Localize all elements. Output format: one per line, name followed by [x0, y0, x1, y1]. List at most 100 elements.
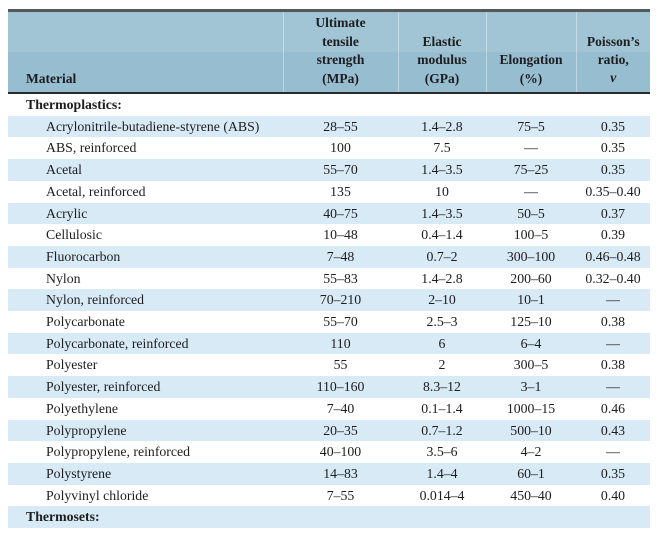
table-row: Nylon, reinforced 70–210 2–10 10–1 —: [8, 289, 650, 312]
material-cell: Thermosets:: [26, 509, 100, 525]
elong-cell: 6–4: [520, 335, 542, 351]
uts-cell: 55: [333, 357, 348, 373]
material-cell: Polypropylene, reinforced: [46, 444, 191, 460]
uts-cell: 10–48: [323, 227, 358, 243]
elong-cell: 3–1: [520, 379, 542, 395]
material-cell: Polycarbonate: [46, 314, 125, 330]
material-cell: Acetal: [46, 162, 83, 178]
material-cell: Nylon, reinforced: [46, 292, 145, 308]
elong-cell: 100–5: [513, 227, 549, 243]
elong-cell: 1000–15: [506, 400, 556, 416]
uts-cell: 70–210: [319, 292, 362, 308]
uts-cell: 55–83: [323, 270, 358, 286]
header-line: Poisson’s: [586, 33, 640, 49]
header-line: modulus: [417, 52, 467, 67]
material-cell: Polycarbonate, reinforced: [46, 335, 189, 351]
table-row: Polycarbonate, reinforced 110 6 6–4 —: [8, 332, 650, 355]
elong-cell: 10–1: [517, 292, 545, 308]
poisson-cell: 0.35: [600, 140, 626, 156]
uts-cell: 110–160: [316, 379, 365, 395]
poisson-cell: —: [606, 292, 620, 308]
nu-symbol: ν: [610, 70, 617, 86]
poisson-cell: 0.32–0.40: [585, 270, 641, 286]
elong-cell: —: [524, 183, 538, 199]
uts-cell: 7–48: [326, 248, 355, 264]
em-cell: 0.1–1.4: [421, 400, 463, 416]
uts-cell: 55–70: [323, 162, 358, 178]
material-cell: Acrylonitrile-butadiene-styrene (ABS): [46, 118, 260, 134]
table-row: Polypropylene 20–35 0.7–1.2 500–10 0.43: [8, 419, 650, 442]
poisson-cell: 0.38: [600, 314, 626, 330]
em-cell: 1.4–3.5: [421, 162, 463, 178]
elong-cell: 300–100: [506, 248, 556, 264]
material-cell: Polyester, reinforced: [46, 379, 161, 395]
header-line: (%): [519, 70, 543, 86]
header-line: Ultimate: [315, 15, 366, 30]
poisson-cell: 0.40: [600, 487, 626, 503]
poisson-cell: 0.37: [600, 205, 626, 221]
material-cell: ABS, reinforced: [46, 140, 137, 156]
poisson-cell: 0.46: [600, 400, 626, 416]
header-line: Elastic: [422, 33, 462, 49]
elong-cell: 450–40: [510, 487, 552, 503]
poisson-cell: —: [606, 444, 620, 460]
material-cell: Fluorocarbon: [46, 248, 121, 264]
em-cell: 2.5–3: [426, 314, 458, 330]
elong-cell: 50–5: [517, 205, 545, 221]
table-row: Thermosets:: [8, 506, 650, 529]
em-cell: 0.7–2: [426, 248, 458, 264]
poisson-cell: 0.35: [600, 162, 626, 178]
header-line: tensile: [322, 33, 359, 49]
uts-cell: 100: [330, 140, 351, 156]
col-header-ultimate-tensile-strength: Ultimate tensile strength (MPa): [282, 10, 398, 94]
table-row: Acrylonitrile-butadiene-styrene (ABS) 28…: [8, 115, 650, 138]
poisson-cell: —: [606, 379, 620, 395]
table-row: Fluorocarbon 7–48 0.7–2 300–100 0.46–0.4…: [8, 245, 650, 268]
elong-cell: [486, 93, 576, 116]
header-line: ratio,: [597, 52, 629, 67]
poisson-cell: 0.38: [600, 357, 626, 373]
elong-cell: 4–2: [520, 444, 542, 460]
header-line: strength: [316, 52, 365, 67]
col-header-elastic-modulus: Elastic modulus (GPa): [397, 10, 486, 94]
em-cell: 2–10: [428, 292, 456, 308]
elong-cell: 200–60: [510, 270, 552, 286]
table-header: Material Ultimate tensile strength (MPa)…: [8, 10, 650, 94]
table-row: Polyvinyl chloride 7–55 0.014–4 450–40 0…: [8, 485, 650, 507]
em-cell: [398, 93, 486, 116]
em-cell: 0.4–1.4: [421, 227, 463, 243]
table-body: Thermoplastics: Acrylonitrile-butadiene-…: [8, 93, 650, 529]
uts-cell: [283, 93, 398, 116]
material-cell: Polyethylene: [46, 400, 119, 416]
table-row: Polypropylene, reinforced 40–100 3.5–6 4…: [8, 441, 650, 463]
em-cell: 1.4–2.8: [421, 270, 463, 286]
table-row: Polystyrene 14–83 1.4–4 60–1 0.35: [8, 462, 650, 485]
elong-cell: [486, 506, 576, 528]
em-cell: 6: [438, 335, 446, 351]
em-cell: 8.3–12: [423, 379, 461, 395]
poisson-cell: 0.39: [600, 227, 626, 243]
uts-cell: 20–35: [323, 422, 358, 438]
material-cell: Polystyrene: [46, 465, 112, 481]
elong-cell: —: [524, 140, 538, 156]
poisson-cell: 0.46–0.48: [585, 248, 641, 264]
table-row: Nylon 55–83 1.4–2.8 200–60 0.32–0.40: [8, 268, 650, 290]
material-properties-table: Material Ultimate tensile strength (MPa)…: [8, 9, 650, 529]
elong-cell: 75–25: [513, 162, 549, 178]
poisson-cell: 0.43: [600, 422, 626, 438]
em-cell: 10: [435, 183, 449, 199]
em-cell: 2: [438, 357, 446, 373]
header-line: (GPa): [424, 70, 460, 86]
elong-cell: 75–5: [517, 118, 545, 134]
material-cell: Acrylic: [46, 205, 88, 221]
col-header-material: Material: [8, 10, 283, 94]
table-row: Acetal 55–70 1.4–3.5 75–25 0.35: [8, 159, 650, 181]
uts-cell: 40–75: [323, 205, 358, 221]
material-cell: Thermoplastics:: [26, 97, 122, 112]
header-line: Elongation: [499, 52, 563, 67]
em-cell: 7.5: [433, 140, 451, 156]
table-row: Cellulosic 10–48 0.4–1.4 100–5 0.39: [8, 224, 650, 246]
header-line: (MPa): [322, 70, 359, 86]
table-row: Thermoplastics:: [8, 93, 650, 116]
material-cell: Acetal, reinforced: [46, 183, 146, 199]
